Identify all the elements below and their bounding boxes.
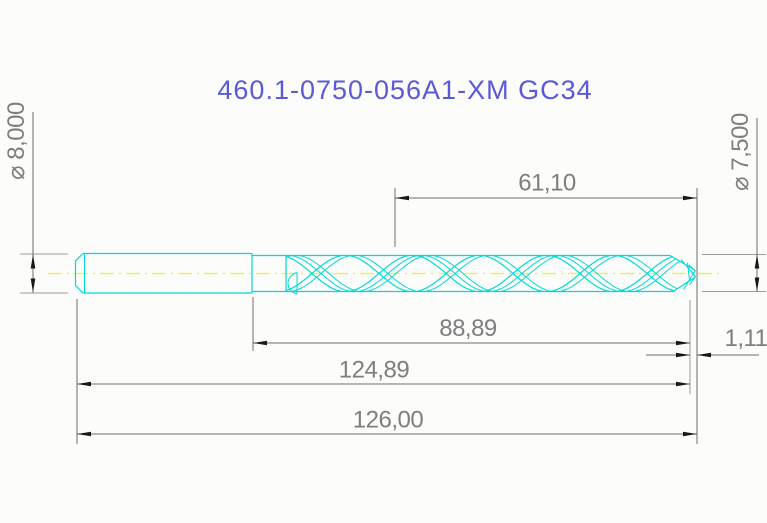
drill-shank [74, 252, 253, 294]
drill-body [74, 252, 696, 295]
dimension-body-length: 124,89 [77, 357, 690, 387]
shared-extension-lines [76, 188, 698, 444]
drawing-title: 460.1-0750-056A1-XM GC34 [217, 75, 593, 105]
flute-helix-curve [286, 255, 689, 292]
point-offset-label: 1,11 [725, 325, 767, 352]
overall-length-label: 126,00 [353, 407, 424, 434]
flute-helix-curve [286, 255, 689, 292]
dimension-flute-length: 61,10 [394, 170, 697, 247]
dimension-shank-diameter: ⌀ 8,000 [3, 102, 68, 294]
dimension-point-offset: 1,11 [646, 325, 767, 358]
drill-flute-outline [286, 254, 673, 293]
cutting-diameter-label: ⌀ 7,500 [727, 113, 754, 191]
dimension-cutting-diameter: ⌀ 7,500 [702, 113, 766, 292]
shank-diameter-label: ⌀ 8,000 [3, 102, 30, 180]
flute-helix-curve [286, 255, 689, 292]
drill-neck [252, 254, 298, 295]
drill-tip [669, 254, 696, 293]
cutting-length-label: 88,89 [439, 315, 497, 342]
dimensions: ⌀ 8,000 ⌀ 7,500 61,10 88,89 [3, 102, 767, 444]
flute-length-label: 61,10 [518, 170, 576, 197]
body-length-label: 124,89 [339, 357, 410, 384]
dimension-overall-length: 126,00 [77, 407, 697, 437]
dimension-cutting-length: 88,89 [252, 297, 690, 351]
